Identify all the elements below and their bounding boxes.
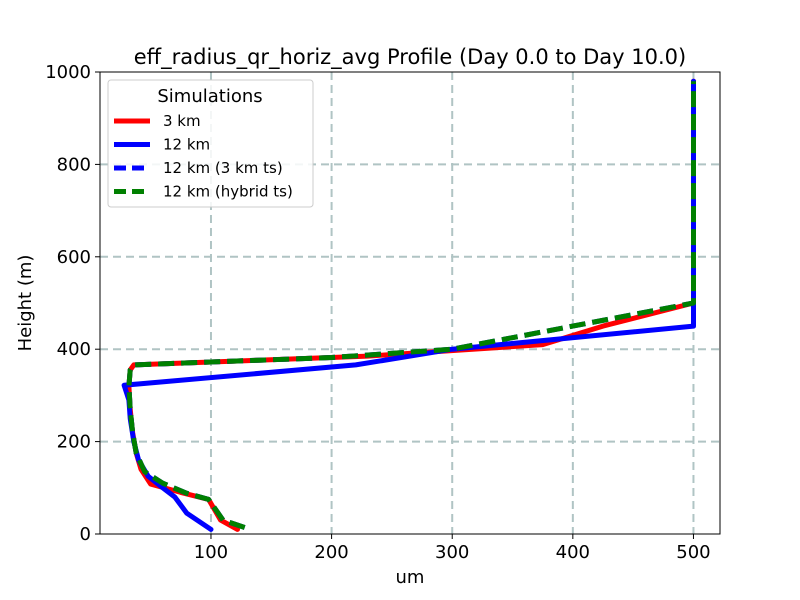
y-tick-label: 200 xyxy=(57,432,91,453)
y-tick-label: 600 xyxy=(57,247,91,268)
legend-label: 12 km (3 km ts) xyxy=(163,159,283,177)
legend-label: 12 km xyxy=(163,136,210,154)
x-tick-label: 500 xyxy=(676,542,710,563)
chart-title: eff_radius_qr_horiz_avg Profile (Day 0.0… xyxy=(134,45,686,70)
y-tick-label: 0 xyxy=(80,524,91,545)
legend-label: 3 km xyxy=(163,112,201,130)
grid xyxy=(100,72,720,534)
series-layer xyxy=(121,78,696,532)
legend-box xyxy=(107,79,314,208)
x-tick-label: 400 xyxy=(556,542,590,563)
legend-entries: 3 km 12 km 12 km (3 km ts) 12 km (hybrid ts… xyxy=(114,112,293,201)
x-tick-label: 300 xyxy=(435,542,469,563)
legend-title: Simulations xyxy=(157,86,262,107)
series-line-4 xyxy=(126,81,696,530)
x-tick-label: 100 xyxy=(194,542,228,563)
y-tick-label: 400 xyxy=(57,339,91,360)
y-axis-label: Height (m) xyxy=(15,255,36,352)
ticks: 100 200 300 400 500 0 200 400 600 800 1000 xyxy=(45,62,710,563)
legend-label: 12 km (hybrid ts) xyxy=(163,183,293,201)
y-tick-label: 800 xyxy=(57,154,91,175)
y-tick-label: 1000 xyxy=(45,62,91,83)
plot-frame xyxy=(99,71,721,535)
x-axis-label: um xyxy=(396,567,425,588)
legend: Simulations 3 km 12 km 12 km (3 km ts) 12 k… xyxy=(107,79,314,208)
x-tick-label: 200 xyxy=(314,542,348,563)
